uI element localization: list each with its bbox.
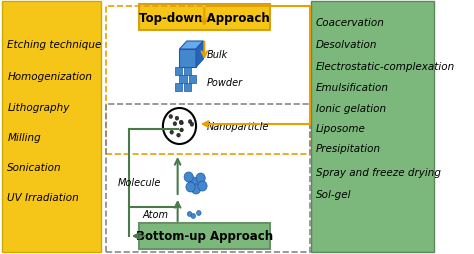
Circle shape xyxy=(196,173,205,183)
Text: Nanoparticle: Nanoparticle xyxy=(207,121,269,132)
Polygon shape xyxy=(189,76,196,84)
Text: Presipitation: Presipitation xyxy=(316,144,381,153)
Circle shape xyxy=(179,121,183,125)
Text: Coacervation: Coacervation xyxy=(316,18,384,28)
Text: Liposome: Liposome xyxy=(316,123,365,133)
Circle shape xyxy=(163,108,196,145)
Circle shape xyxy=(190,123,194,127)
Circle shape xyxy=(170,131,173,135)
Text: Homogenization: Homogenization xyxy=(8,72,92,82)
FancyBboxPatch shape xyxy=(139,5,270,31)
Text: Emulsification: Emulsification xyxy=(316,83,389,93)
Circle shape xyxy=(184,172,193,182)
Polygon shape xyxy=(180,42,203,50)
Circle shape xyxy=(180,129,183,132)
Text: Top-down Approach: Top-down Approach xyxy=(139,11,270,24)
Circle shape xyxy=(191,214,196,219)
Circle shape xyxy=(191,184,201,194)
FancyBboxPatch shape xyxy=(311,2,435,252)
Polygon shape xyxy=(180,76,187,84)
Polygon shape xyxy=(184,68,191,76)
Circle shape xyxy=(186,182,195,192)
Polygon shape xyxy=(196,42,203,68)
Text: Powder: Powder xyxy=(207,78,243,88)
Text: Spray and freeze drying: Spray and freeze drying xyxy=(316,167,441,177)
Text: Sonication: Sonication xyxy=(8,162,62,172)
Circle shape xyxy=(177,134,181,138)
Text: Sol-gel: Sol-gel xyxy=(316,189,351,199)
Text: Lithography: Lithography xyxy=(8,103,70,113)
Polygon shape xyxy=(175,68,182,76)
Text: Etching technique: Etching technique xyxy=(8,40,102,50)
Text: UV Irradiation: UV Irradiation xyxy=(8,192,79,202)
Text: Atom: Atom xyxy=(143,209,169,219)
Text: Bottom-up Approach: Bottom-up Approach xyxy=(136,230,273,243)
Circle shape xyxy=(175,117,179,121)
FancyBboxPatch shape xyxy=(139,223,270,249)
Circle shape xyxy=(188,120,192,124)
Circle shape xyxy=(189,177,198,187)
Text: Ionic gelation: Ionic gelation xyxy=(316,104,386,114)
FancyBboxPatch shape xyxy=(2,2,101,252)
Text: Bulk: Bulk xyxy=(207,50,228,60)
Circle shape xyxy=(169,115,173,119)
Text: Milling: Milling xyxy=(8,133,41,142)
Circle shape xyxy=(173,122,177,126)
Polygon shape xyxy=(175,84,182,92)
Circle shape xyxy=(180,121,183,125)
Circle shape xyxy=(198,181,207,191)
Circle shape xyxy=(187,212,192,217)
Polygon shape xyxy=(180,50,196,68)
Text: Desolvation: Desolvation xyxy=(316,40,377,50)
Text: Molecule: Molecule xyxy=(118,177,161,187)
Circle shape xyxy=(197,211,201,216)
Text: Electrostatic-complexation: Electrostatic-complexation xyxy=(316,62,455,72)
Polygon shape xyxy=(184,84,191,92)
